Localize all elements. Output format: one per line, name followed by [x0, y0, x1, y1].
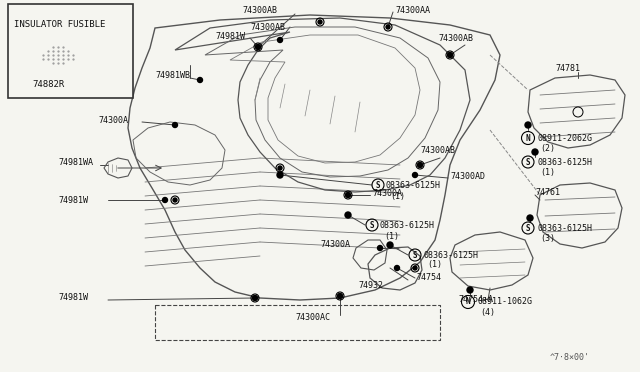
Circle shape	[318, 20, 322, 24]
Circle shape	[198, 77, 202, 83]
Circle shape	[467, 287, 473, 293]
Text: (1): (1)	[540, 167, 555, 176]
Circle shape	[255, 45, 260, 49]
Text: 74300AB: 74300AB	[243, 6, 278, 15]
Circle shape	[253, 296, 257, 300]
Circle shape	[253, 295, 257, 301]
Text: 08363-6125H: 08363-6125H	[537, 224, 592, 232]
Circle shape	[173, 122, 177, 128]
Circle shape	[447, 52, 452, 58]
Circle shape	[413, 173, 417, 177]
Circle shape	[394, 266, 399, 270]
Text: 74300A: 74300A	[98, 115, 128, 125]
Text: 74882R: 74882R	[32, 80, 64, 89]
Text: N: N	[525, 134, 531, 142]
Text: 74300AB: 74300AB	[420, 145, 455, 154]
Circle shape	[387, 242, 393, 248]
Text: (3): (3)	[540, 234, 555, 243]
Text: S: S	[525, 157, 531, 167]
Text: N: N	[466, 298, 470, 307]
Text: (1): (1)	[384, 231, 399, 241]
Text: 74754: 74754	[416, 273, 441, 282]
Circle shape	[338, 294, 342, 298]
Text: S: S	[413, 250, 417, 260]
Circle shape	[378, 246, 383, 250]
Text: INSULATOR FUSIBLE: INSULATOR FUSIBLE	[14, 20, 106, 29]
Circle shape	[346, 192, 351, 198]
Circle shape	[277, 172, 283, 178]
Text: S: S	[525, 224, 531, 232]
Text: 08911-2062G: 08911-2062G	[537, 134, 592, 142]
Text: 08911-1062G: 08911-1062G	[477, 298, 532, 307]
Circle shape	[256, 45, 260, 49]
Text: 74932: 74932	[358, 280, 383, 289]
Circle shape	[413, 266, 417, 270]
Text: 08363-6125H: 08363-6125H	[537, 157, 592, 167]
Text: 08363-6125H: 08363-6125H	[386, 180, 441, 189]
Circle shape	[386, 25, 390, 29]
Text: ^7·8×00': ^7·8×00'	[550, 353, 590, 362]
Text: 74761: 74761	[535, 187, 560, 196]
Circle shape	[345, 212, 351, 218]
Text: (2): (2)	[540, 144, 555, 153]
Circle shape	[418, 163, 422, 167]
Circle shape	[346, 193, 350, 197]
Circle shape	[525, 122, 531, 128]
Text: 74981WB: 74981WB	[155, 71, 190, 80]
Text: 74981W: 74981W	[215, 32, 245, 41]
Text: 74981W: 74981W	[58, 196, 88, 205]
Circle shape	[163, 198, 168, 202]
Text: 74300AD: 74300AD	[450, 171, 485, 180]
Bar	[8, 4, 133, 98]
Circle shape	[527, 215, 533, 221]
Text: 74781: 74781	[555, 64, 580, 73]
Text: (4): (4)	[480, 308, 495, 317]
Circle shape	[532, 149, 538, 155]
Circle shape	[173, 198, 177, 202]
Text: 74300AC: 74300AC	[295, 314, 330, 323]
Circle shape	[417, 163, 422, 167]
Circle shape	[337, 294, 342, 298]
Text: (1): (1)	[427, 260, 442, 269]
Text: 08363-6125H: 08363-6125H	[423, 250, 478, 260]
Text: S: S	[370, 221, 374, 230]
Text: 74300A: 74300A	[320, 240, 350, 248]
Circle shape	[448, 53, 452, 57]
Text: 74981WA: 74981WA	[58, 157, 93, 167]
Text: 74300A: 74300A	[372, 189, 402, 198]
Text: (1): (1)	[390, 192, 405, 201]
Text: 74754+A: 74754+A	[458, 295, 493, 305]
Circle shape	[278, 38, 282, 42]
Text: 74981W: 74981W	[58, 294, 88, 302]
Circle shape	[278, 166, 282, 170]
Text: S: S	[376, 180, 380, 189]
Text: 74300AA: 74300AA	[395, 6, 430, 15]
Text: 74300AB: 74300AB	[250, 22, 285, 32]
Text: 08363-6125H: 08363-6125H	[380, 221, 435, 230]
Text: 74300AB: 74300AB	[438, 33, 473, 42]
